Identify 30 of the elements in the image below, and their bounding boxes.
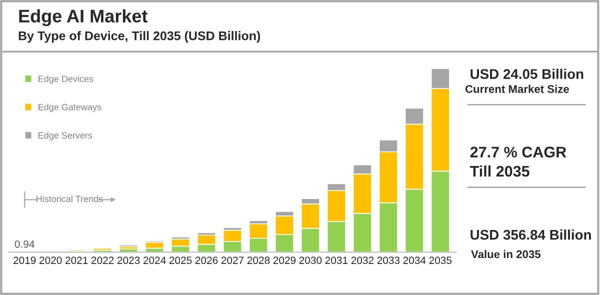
x-tick-label: 2030 xyxy=(299,256,322,264)
text: Current Market Size xyxy=(465,84,569,93)
text: USD 24.05 Billion xyxy=(470,68,584,79)
text: USD 356.84 Billion xyxy=(470,230,591,240)
annotation: 0.94 xyxy=(14,240,34,248)
x-tick-label: 2024 xyxy=(143,256,166,264)
x-tick-label: 2027 xyxy=(221,256,244,264)
x-tick-label: 2031 xyxy=(325,256,348,264)
x-tick-label: 2023 xyxy=(117,256,140,264)
text: Till 2035 xyxy=(470,165,530,177)
x-tick-label: 2029 xyxy=(273,256,296,264)
x-tick-label: 2021 xyxy=(66,256,88,264)
x-tick-label: 2028 xyxy=(247,256,270,264)
x-tick-label: 2020 xyxy=(40,256,62,264)
x-tick-label: 2035 xyxy=(429,256,452,264)
annotation: Historical Trends xyxy=(36,195,103,202)
x-tick-label: 2022 xyxy=(91,256,114,264)
x-tick-label: 2026 xyxy=(195,256,218,264)
x-tick-label: 2034 xyxy=(403,256,426,264)
chart-subtitle: By Type of Device, Till 2035 (USD Billion) xyxy=(18,31,260,43)
x-tick-label: 2019 xyxy=(14,256,36,264)
legend-label: Edge Devices xyxy=(38,75,94,84)
x-tick-label: 2025 xyxy=(169,256,192,264)
x-tick-label: 2032 xyxy=(351,256,374,264)
legend-label: Edge Servers xyxy=(38,132,92,140)
chart-title: Edge AI Market xyxy=(19,9,148,26)
legend-label: Edge Gateways xyxy=(38,104,102,112)
text: 27.7 % CAGR xyxy=(470,146,566,158)
x-tick-label: 2033 xyxy=(377,256,400,264)
text: Value in 2035 xyxy=(471,250,540,258)
